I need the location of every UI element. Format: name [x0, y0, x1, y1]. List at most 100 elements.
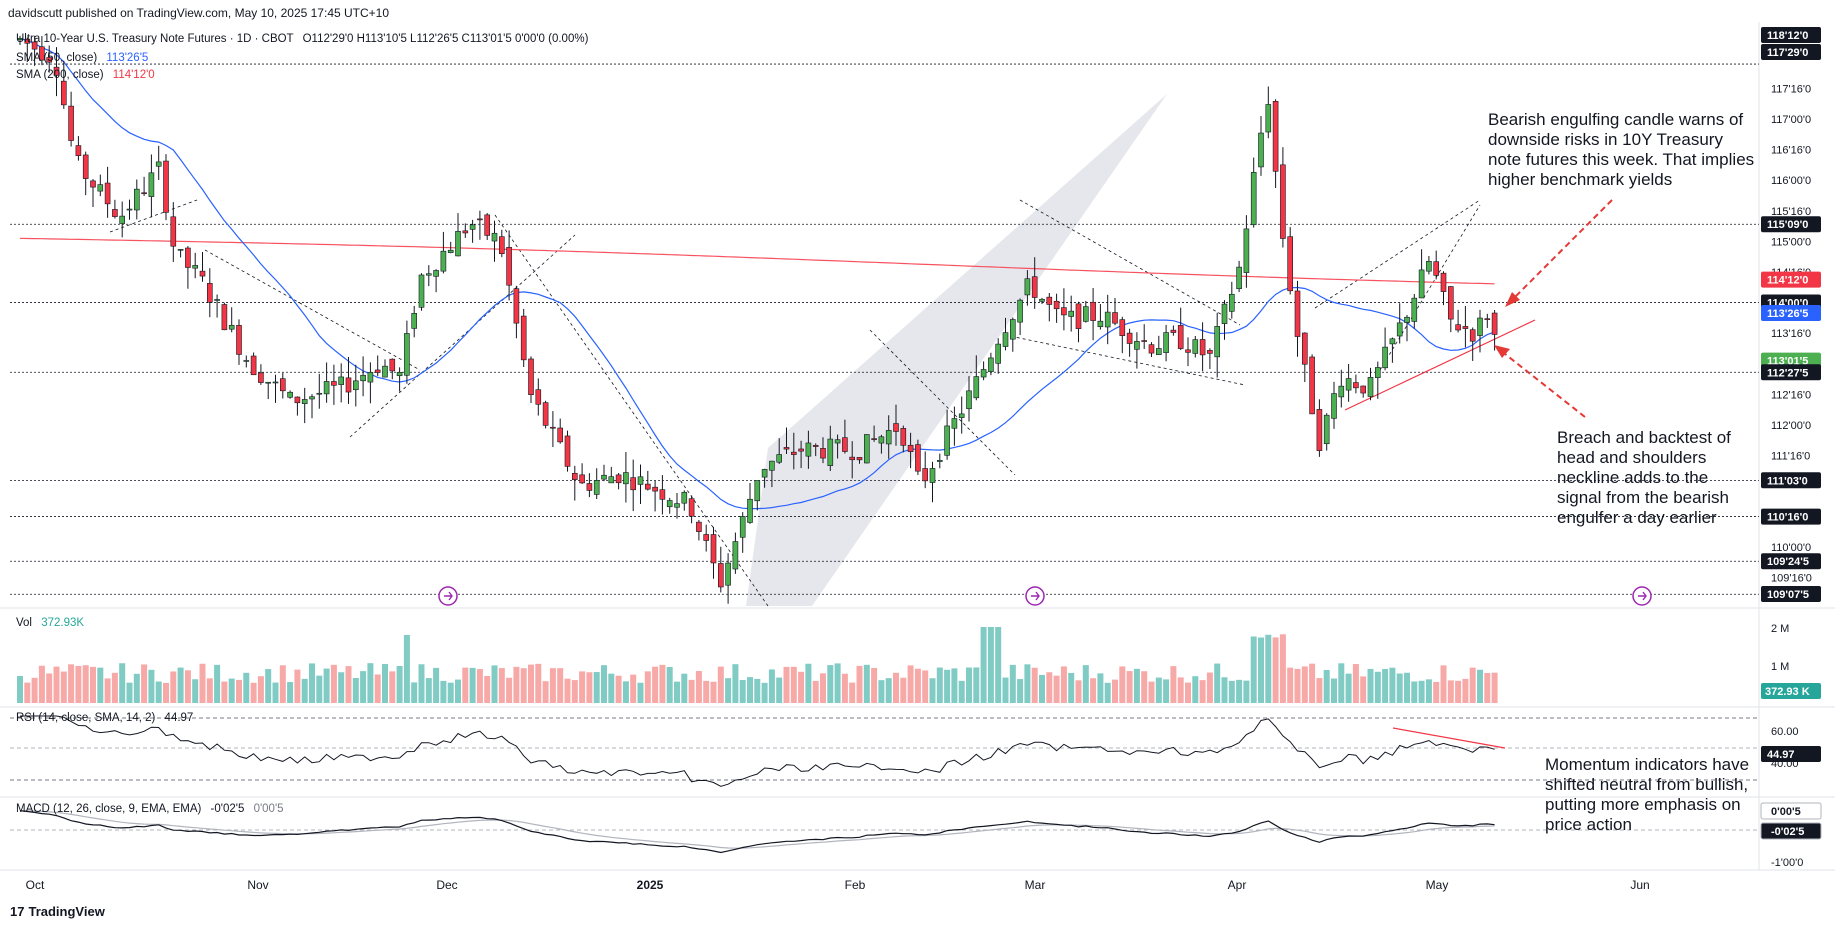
candle-body	[827, 438, 834, 466]
candle	[207, 268, 213, 318]
rsi-legend[interactable]: RSI (14, close, SMA, 14, 2) 44.97	[16, 712, 193, 724]
candle	[469, 219, 476, 243]
candle-body	[1477, 317, 1483, 336]
candle	[1039, 297, 1045, 305]
volume-bar	[834, 663, 841, 703]
candle-body	[316, 392, 323, 395]
candle-body	[1462, 326, 1469, 329]
volume-bar	[126, 682, 133, 703]
candle	[1316, 399, 1323, 457]
symbol-legend[interactable]: Ultra 10-Year U.S. Treasury Note Futures…	[16, 33, 588, 45]
candle	[725, 553, 731, 604]
volume-bar	[958, 680, 965, 703]
candle	[134, 179, 140, 220]
volume-bar	[586, 672, 593, 703]
rsi-label: RSI (14, close, SMA, 14, 2)	[16, 712, 156, 724]
volume-bar	[199, 663, 206, 703]
volume-bar	[542, 681, 549, 703]
volume-legend[interactable]: Vol 372.93K	[16, 617, 84, 629]
candle	[783, 427, 790, 455]
candle-body	[885, 430, 892, 445]
sma200-legend[interactable]: SMA (200, close) 114'12'0	[16, 69, 155, 81]
candle	[520, 308, 527, 368]
candle-body	[1302, 332, 1308, 365]
volume-bar	[1177, 677, 1184, 703]
tradingview-brand[interactable]: 17 TradingView	[10, 904, 105, 919]
volume-bar	[776, 677, 783, 703]
volume-bar	[506, 677, 513, 703]
arrowhead-icon	[1494, 345, 1510, 358]
macd-badge-label: 0'00'5	[1771, 806, 1801, 818]
candle-body	[323, 381, 330, 395]
candle	[1469, 327, 1476, 361]
time-axis-label: Oct	[26, 878, 45, 892]
price-tick-label: 109'16'0	[1771, 573, 1812, 585]
candle-body	[1097, 320, 1104, 328]
candle	[411, 305, 418, 338]
candle-body	[309, 396, 315, 400]
candle	[1156, 335, 1162, 355]
volume-bar	[243, 672, 250, 703]
candle	[1250, 157, 1257, 228]
candle	[24, 37, 31, 63]
candle-body	[39, 46, 45, 61]
volume-bar	[900, 677, 907, 703]
volume-bar	[637, 682, 644, 703]
volume-bar	[24, 682, 31, 703]
candle-body	[907, 444, 914, 453]
candle-body	[90, 180, 96, 188]
candle	[53, 47, 60, 97]
event-arrow-icon	[444, 591, 453, 601]
macd-badge-bg	[1760, 822, 1822, 840]
candle	[1433, 250, 1439, 280]
candle	[1272, 99, 1279, 188]
candle-body	[250, 355, 257, 376]
volume-bar	[1155, 677, 1162, 703]
volume-bar	[498, 668, 505, 703]
candle	[447, 241, 454, 254]
volume-bar	[382, 663, 388, 703]
candle-body	[783, 447, 790, 450]
candle	[462, 223, 469, 238]
candle-body	[1207, 350, 1213, 354]
sma50-legend[interactable]: SMA (50, close) 113'26'5	[16, 52, 148, 64]
volume-bar	[827, 665, 834, 703]
candle	[97, 174, 104, 197]
volume-bar	[1374, 671, 1381, 703]
candle	[1112, 298, 1118, 326]
trend-line	[349, 234, 576, 438]
candle-body	[75, 145, 82, 156]
macd-signal-line	[19, 810, 1495, 849]
volume-bar	[1345, 673, 1352, 703]
volume-bar	[1447, 680, 1454, 703]
candle-body	[1280, 164, 1286, 239]
volume-bar	[1192, 676, 1199, 703]
candle	[1229, 281, 1235, 319]
candle	[1185, 337, 1191, 367]
candle-body	[528, 358, 534, 395]
macd-legend[interactable]: MACD (12, 26, close, 9, EMA, EMA) -0'02'…	[16, 803, 284, 815]
candle	[1024, 270, 1031, 306]
candle	[148, 154, 155, 218]
trend-line	[1004, 334, 1246, 386]
volume-bar	[849, 682, 856, 703]
candle	[542, 400, 549, 429]
candle	[615, 472, 622, 490]
candle-body	[433, 270, 439, 277]
candle	[104, 166, 111, 218]
candle	[571, 465, 578, 501]
candle	[39, 36, 45, 66]
time-axis-label: Dec	[436, 878, 457, 892]
candle	[279, 372, 286, 399]
volume-bar	[820, 673, 826, 703]
candle-body	[214, 299, 220, 301]
volume-bar	[411, 682, 418, 703]
candle	[75, 136, 82, 161]
candle	[1134, 332, 1140, 369]
candle-body	[929, 468, 936, 483]
candle-body	[1156, 348, 1162, 355]
candle-body	[1229, 293, 1235, 312]
candle-body	[1046, 296, 1053, 305]
volume-bar	[352, 677, 359, 703]
